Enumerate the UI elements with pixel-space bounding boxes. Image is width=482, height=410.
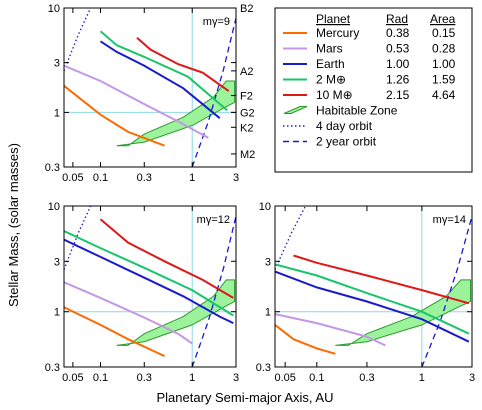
x-tick-label: 0.1 bbox=[93, 372, 108, 384]
y-tick-label: 10 bbox=[48, 201, 60, 213]
legend-frame bbox=[274, 7, 473, 173]
spectral-tick-label: F2 bbox=[240, 91, 253, 103]
series-earth bbox=[275, 270, 470, 343]
series-earth bbox=[64, 238, 234, 325]
series-mercury bbox=[64, 85, 165, 147]
y-tick-label: 1 bbox=[54, 307, 60, 319]
legend-four-day-orbit: 4 day orbit bbox=[316, 119, 373, 133]
series-10-me bbox=[136, 36, 230, 92]
spectral-tick-label: A2 bbox=[240, 66, 253, 78]
y-tick-label: 3 bbox=[265, 256, 271, 268]
x-tick-label: 1 bbox=[419, 372, 425, 384]
panel-frame bbox=[274, 205, 473, 368]
four-day-orbit-line bbox=[275, 206, 307, 270]
four-day-orbit-line bbox=[64, 206, 92, 270]
series-mercury bbox=[64, 306, 166, 358]
legend-planet: Mercury bbox=[316, 26, 359, 40]
x-tick-label: 0.05 bbox=[274, 372, 295, 384]
y-tick-label: 10 bbox=[259, 201, 271, 213]
four-day-orbit-line bbox=[64, 8, 92, 72]
y-tick-label: 10 bbox=[48, 3, 60, 15]
y-tick-label: 3 bbox=[54, 256, 60, 268]
panel-label: mγ=12 bbox=[197, 214, 230, 226]
plot-area bbox=[275, 206, 472, 367]
legend-planet: Mars bbox=[316, 42, 343, 56]
chart-panels: mγ=9 0.05 0.1 0.3 1 3 0.3 1 3 10 B2 A2 F2 G2 K2 M2 mγ=12… bbox=[45, 3, 475, 384]
legend-planet: 10 M⊕ bbox=[316, 88, 353, 102]
plot-area bbox=[64, 206, 236, 367]
panel-1: mγ=9 0.05 0.1 0.3 1 3 0.3 1 3 10 B2 A2 F2 G2 K2 M2 bbox=[45, 3, 256, 184]
x-tick-label: 0.3 bbox=[137, 372, 152, 384]
spectral-tick-label: G2 bbox=[240, 107, 255, 119]
y-tick-label: 1 bbox=[265, 307, 271, 319]
y-tick-label: 3 bbox=[54, 58, 60, 70]
x-tick-label: 3 bbox=[233, 172, 239, 184]
x-tick-label: 1 bbox=[189, 372, 195, 384]
x-tick-label: 0.05 bbox=[62, 372, 83, 384]
series-2-me bbox=[64, 230, 234, 317]
series-mars bbox=[64, 64, 209, 139]
y-tick-label: 0.3 bbox=[45, 362, 60, 374]
plot-area bbox=[64, 8, 236, 167]
y-axis-title: Stellar Mass, (solar masses) bbox=[6, 143, 21, 307]
legend-rad: 2.15 bbox=[386, 88, 410, 102]
series-earth bbox=[99, 40, 221, 119]
legend-area: 0.15 bbox=[432, 26, 456, 40]
x-axis-title: Planetary Semi-major Axis, AU bbox=[156, 390, 333, 405]
two-year-orbit-line bbox=[191, 17, 236, 167]
series-2-me bbox=[99, 30, 228, 111]
legend-header-area: Area bbox=[430, 12, 456, 26]
legend-planet: Earth bbox=[316, 57, 345, 71]
x-tick-label: 0.1 bbox=[93, 172, 108, 184]
legend-rad: 1.00 bbox=[386, 57, 410, 71]
legend-two-year-orbit: 2 year orbit bbox=[316, 135, 377, 149]
series-10-me bbox=[99, 218, 234, 299]
two-year-orbit-line bbox=[191, 216, 236, 367]
y-tick-label: 1 bbox=[54, 107, 60, 119]
legend-area: 0.28 bbox=[432, 42, 456, 56]
legend-header-rad: Rad bbox=[386, 12, 408, 26]
series-2-me bbox=[275, 263, 470, 335]
y-tick-label: 0.3 bbox=[256, 362, 271, 374]
legend-rad: 0.38 bbox=[386, 26, 410, 40]
x-tick-label: 3 bbox=[233, 372, 239, 384]
series-mars bbox=[64, 281, 193, 345]
panel-2: mγ=12 0.05 0.1 0.3 1 3 0.3 1 3 10 bbox=[45, 201, 239, 384]
series-10-me bbox=[293, 254, 470, 305]
legend-planet: 2 M⊕ bbox=[316, 73, 346, 87]
panel-label: mγ=14 bbox=[433, 214, 466, 226]
series-mercury bbox=[275, 324, 336, 355]
x-tick-label: 1 bbox=[189, 172, 195, 184]
legend-area: 1.59 bbox=[432, 73, 456, 87]
panel-frame bbox=[63, 7, 237, 168]
x-tick-label: 0.05 bbox=[62, 172, 83, 184]
spectral-tick-label: M2 bbox=[240, 149, 255, 161]
series-mars bbox=[275, 313, 386, 347]
legend-area: 4.64 bbox=[432, 88, 456, 102]
spectral-tick-label: B2 bbox=[240, 3, 253, 15]
legend-swatch-habitable-zone bbox=[283, 106, 308, 114]
legend-rad: 1.26 bbox=[386, 73, 410, 87]
x-tick-label: 0.3 bbox=[359, 372, 374, 384]
legend-rad: 0.53 bbox=[386, 42, 410, 56]
legend-header-planet: Planet bbox=[316, 12, 351, 26]
legend: Planet Rad Area Mercury 0.38 0.15 Mars 0.53 0.28… bbox=[274, 7, 473, 173]
two-year-orbit-line bbox=[421, 216, 472, 367]
legend-habitable-zone: Habitable Zone bbox=[316, 104, 398, 118]
x-tick-label: 0.3 bbox=[137, 172, 152, 184]
spectral-tick-label: K2 bbox=[240, 122, 253, 134]
panel-3: mγ=14 0.05 0.1 0.3 1 3 0.3 1 3 10 bbox=[256, 201, 475, 384]
panel-label: mγ=9 bbox=[203, 16, 230, 28]
x-tick-label: 0.1 bbox=[309, 372, 324, 384]
legend-area: 1.00 bbox=[432, 57, 456, 71]
y-tick-label: 0.3 bbox=[45, 162, 60, 174]
x-tick-label: 3 bbox=[469, 372, 475, 384]
panel-frame bbox=[63, 205, 237, 368]
